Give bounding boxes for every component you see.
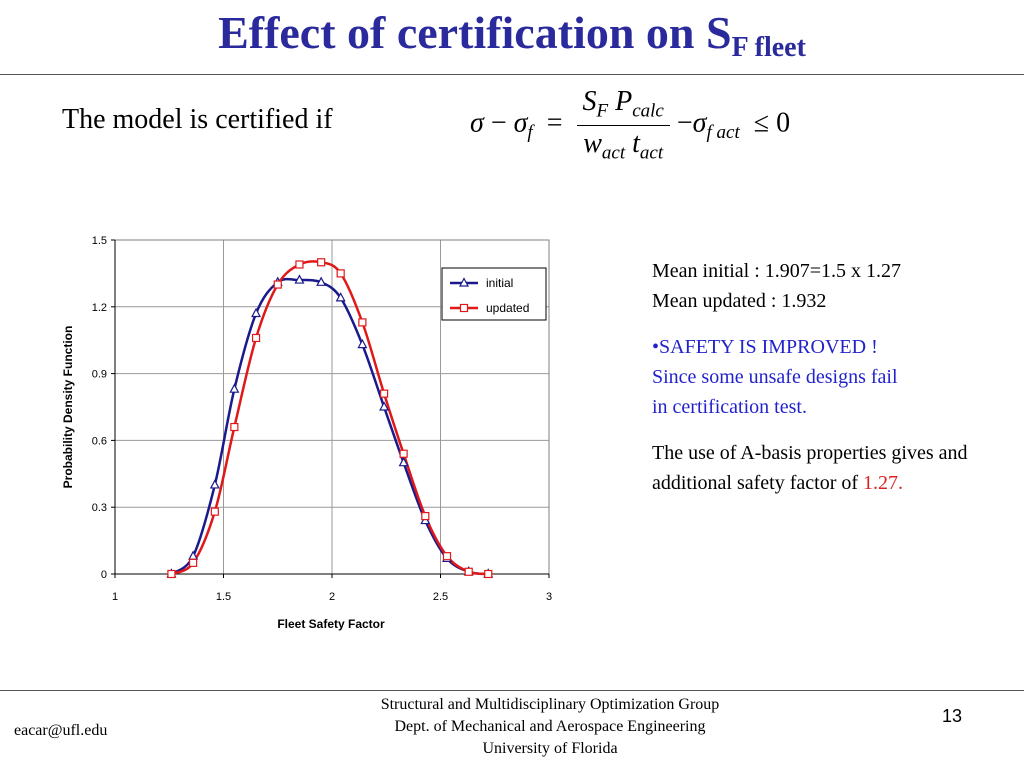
data-point-updated: [464, 567, 473, 576]
data-point-initial: [209, 479, 220, 489]
eq-denominator: wact tact: [577, 126, 670, 165]
eq-numerator: SF Pcalc: [576, 86, 670, 126]
y-tick-label: 1.2: [92, 302, 107, 314]
eq-w: w: [583, 127, 602, 159]
chart-legend: initial updated: [441, 267, 547, 321]
x-tick-label: 2: [329, 591, 335, 603]
footer-university: University of Florida: [482, 740, 618, 757]
footer-affiliation: Structural and Multidisciplinary Optimiz…: [300, 694, 800, 760]
data-point-updated: [379, 389, 389, 398]
data-point-initial: [379, 401, 390, 411]
x-axis-ticks: 1 1.5 2 2.5 3: [112, 574, 552, 603]
a-basis-text: The use of A-basis properties gives and …: [652, 438, 1012, 498]
slide-title: Effect of certification on SF fleet: [0, 6, 1024, 63]
y-tick-label: 0.9: [92, 369, 107, 381]
data-point-updated: [421, 512, 430, 521]
eq-sigma-3: σ: [692, 107, 707, 139]
legend-box: [441, 267, 547, 321]
series-line-initial: [170, 277, 489, 576]
data-point-initial: [294, 274, 305, 284]
data-point-updated: [336, 269, 345, 278]
y-tick-label: 0: [101, 569, 107, 581]
legend-items: initial updated: [450, 276, 529, 315]
data-point-updated: [484, 569, 493, 579]
mean-initial-text: Mean initial : 1.907=1.5 x 1.27: [652, 260, 902, 282]
eq-minus: −: [490, 107, 507, 139]
data-point-initial: [335, 292, 346, 302]
title-subscript: F fleet: [731, 32, 806, 63]
eq-sub-act-3: act: [716, 122, 740, 144]
eq-sub-f: f: [527, 122, 533, 144]
certification-condition-text: The model is certified if: [62, 104, 333, 135]
safety-reason-line-2: in certification test.: [652, 396, 807, 418]
y-tick-label: 1.5: [92, 235, 107, 247]
footer-group: Structural and Multidisciplinary Optimiz…: [380, 696, 720, 713]
a-basis-sentence: The use of A-basis properties gives and …: [652, 442, 968, 494]
eq-t: t: [632, 127, 640, 159]
data-point-updated: [251, 333, 261, 343]
x-axis-label: Fleet Safety Factor: [277, 617, 385, 631]
data-point-initial: [316, 276, 327, 286]
certification-equation: σ − σf = SF Pcalc wact tact −σf act ≤ 0: [470, 86, 790, 164]
a-basis-factor: 1.27.: [863, 472, 904, 494]
data-point-initial: [251, 307, 262, 318]
safety-reason-line-1: Since some unsafe designs fail: [652, 366, 898, 388]
data-point-updated: [273, 280, 282, 289]
eq-S: S: [582, 86, 597, 117]
data-point-updated: [442, 552, 452, 561]
eq-sub-calc: calc: [632, 100, 664, 122]
data-point-initial: [398, 456, 409, 467]
eq-sigma: σ: [470, 107, 484, 139]
x-tick-label: 1.5: [216, 591, 231, 603]
mean-updated-text: Mean updated : 1.932: [652, 290, 827, 312]
data-point-initial: [229, 383, 240, 393]
x-tick-label: 3: [546, 591, 552, 603]
y-axis-ticks: 0 0.3 0.6 0.9 1.2 1.5: [92, 235, 115, 581]
data-point-updated: [230, 422, 239, 432]
data-point-updated: [317, 258, 326, 267]
data-point-updated: [295, 260, 304, 269]
data-point-updated: [399, 449, 408, 458]
series-line-updated: [170, 260, 489, 576]
eq-fraction: SF Pcalc wact tact: [576, 86, 670, 165]
y-axis-label: Probability Density Function: [61, 326, 75, 489]
safety-improved-text: •SAFETY IS IMPROVED !: [652, 336, 878, 358]
notes-panel: Mean initial : 1.907=1.5 x 1.27 Mean upd…: [652, 256, 1012, 498]
y-tick-label: 0.6: [92, 435, 107, 447]
footer-department: Dept. of Mechanical and Aerospace Engine…: [394, 718, 706, 735]
x-tick-label: 2.5: [433, 591, 448, 603]
data-point-updated: [189, 558, 198, 567]
eq-sub-act: act: [601, 142, 626, 164]
eq-P: P: [615, 86, 633, 117]
eq-sigma-f: σ: [513, 107, 528, 139]
page-number: 13: [942, 706, 963, 726]
legend-label-updated: updated: [486, 301, 529, 315]
series-layer: [166, 258, 494, 579]
eq-sub-act-2: act: [639, 142, 664, 164]
legend-label-initial: initial: [486, 276, 513, 290]
footer-divider: [0, 690, 1024, 691]
legend-marker-initial: [459, 277, 469, 287]
eq-sub-F: F: [596, 100, 609, 122]
data-point-updated: [358, 318, 367, 327]
eq-minus-2: −: [676, 107, 693, 139]
eq-equals: =: [546, 107, 563, 139]
data-point-updated: [210, 507, 219, 516]
data-point-updated: [167, 569, 176, 579]
title-main: Effect of certification on S: [218, 7, 732, 58]
footer-email: eacar@ufl.edu: [14, 722, 108, 739]
legend-marker-updated: [459, 303, 469, 313]
y-tick-label: 0.3: [92, 502, 107, 514]
data-point-initial: [357, 338, 368, 349]
eq-sub-f-2: f: [706, 122, 712, 144]
x-tick-label: 1: [112, 591, 118, 603]
eq-leq-zero: ≤ 0: [753, 107, 791, 139]
title-divider: [0, 74, 1024, 75]
